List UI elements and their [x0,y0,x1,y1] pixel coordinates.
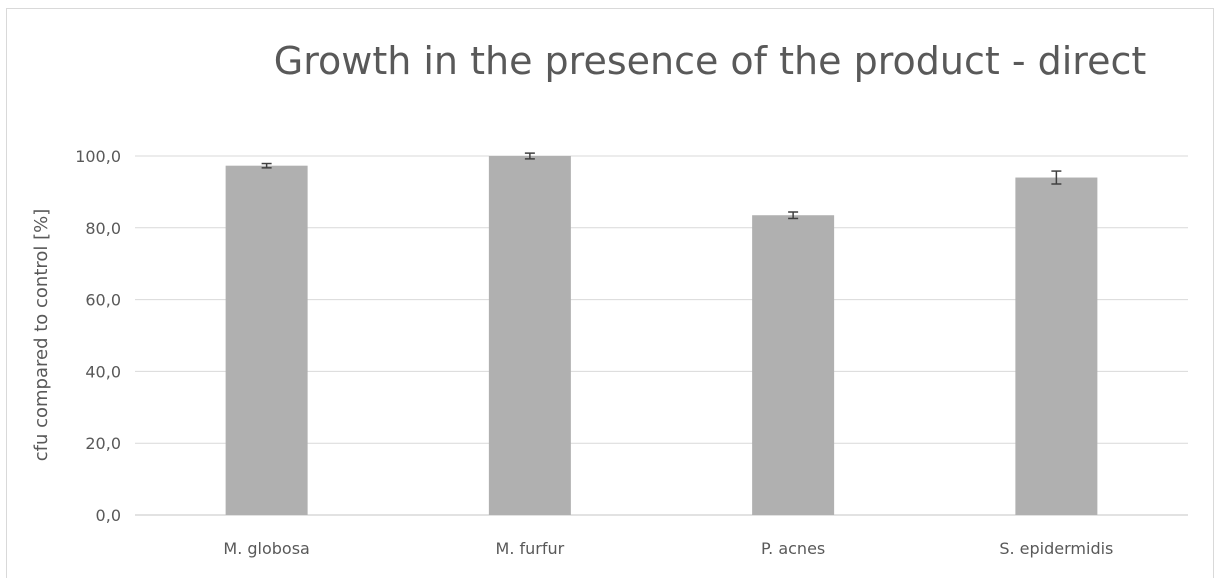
bar [752,215,835,516]
x-tick-label: M. furfur [496,539,565,558]
chart-title: Growth in the presence of the product - … [274,39,1147,83]
x-axis-category-labels: M. globosa M. furfur P. acnes S. epidermidi… [223,539,1113,558]
chart-frame [6,8,1214,578]
y-tick-label: 20,0 [85,434,121,453]
bar [488,156,571,515]
x-tick-label: S. epidermidis [999,539,1113,558]
y-tick-label: 100,0 [75,147,121,166]
bars [225,156,1098,516]
error-bar [261,162,272,169]
y-tick-label: 0,0 [96,506,121,525]
y-axis-tick-labels: 0,0 20,0 40,0 60,0 80,0 100,0 [75,147,121,525]
error-bar [788,211,799,220]
y-tick-label: 80,0 [85,219,121,238]
y-tick-label: 60,0 [85,291,121,310]
x-tick-label: P. acnes [761,539,825,558]
bar [225,165,308,515]
gridlines [135,155,1188,516]
error-bar [1051,170,1062,185]
y-tick-label: 40,0 [85,362,121,381]
error-bar [524,152,535,160]
y-axis-title: cfu compared to control [%] [31,209,52,462]
x-tick-label: M. globosa [223,539,309,558]
bar [1015,177,1098,516]
error-bars [261,152,1062,220]
